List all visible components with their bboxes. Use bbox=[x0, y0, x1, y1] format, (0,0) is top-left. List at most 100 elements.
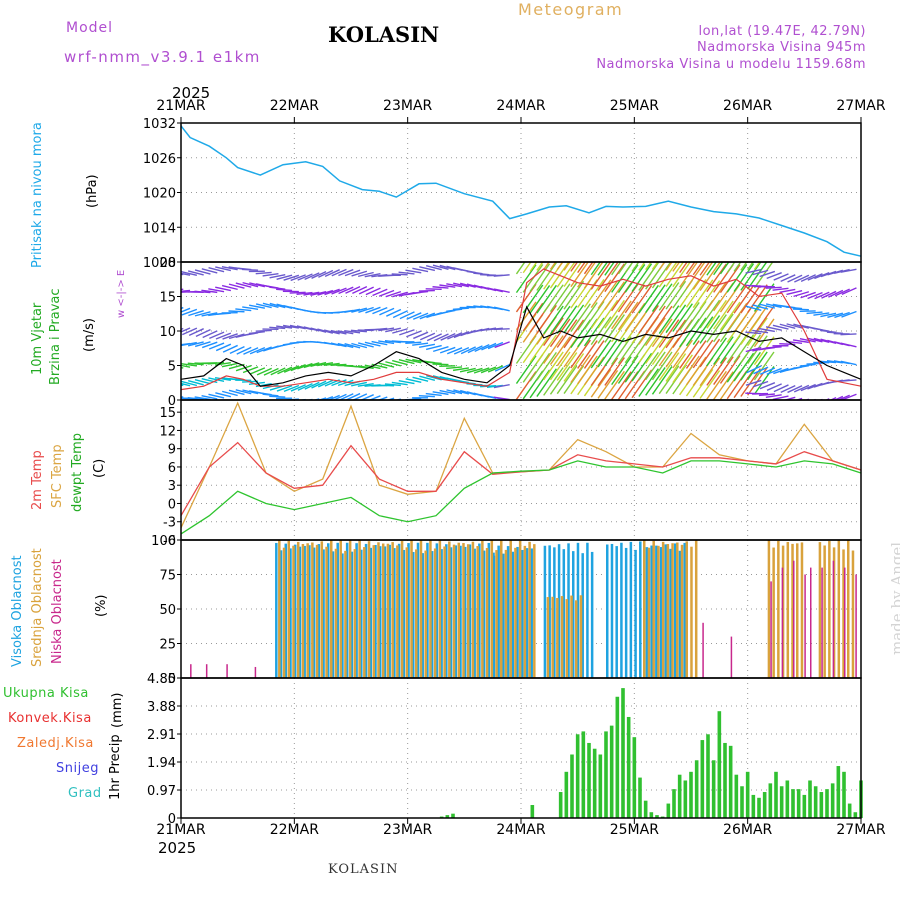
wind-barb bbox=[324, 288, 340, 296]
wind-barb bbox=[378, 289, 395, 297]
precip-bar bbox=[609, 725, 614, 818]
wind-barb bbox=[452, 367, 469, 372]
wind-barb bbox=[590, 339, 612, 369]
cloud-high-bar bbox=[303, 545, 306, 678]
wind-barb bbox=[412, 376, 429, 382]
cloud-high-bar bbox=[341, 553, 344, 678]
coordinates: lon,lat (19.47E, 42.79N) bbox=[698, 24, 866, 39]
y-tick-label: 25 bbox=[159, 638, 176, 653]
location-title: KOLASIN bbox=[328, 22, 440, 47]
wind-barb bbox=[317, 328, 334, 334]
cloud-mid-bar bbox=[777, 540, 780, 678]
wind-barb bbox=[752, 269, 769, 276]
wind-barb bbox=[289, 291, 306, 294]
wind-barb bbox=[324, 269, 340, 277]
wind-barb bbox=[758, 393, 775, 397]
wind-barb bbox=[759, 270, 776, 278]
cloud-mid-bar bbox=[560, 596, 564, 678]
wind-barb bbox=[418, 394, 435, 398]
wind-barb bbox=[181, 364, 191, 368]
wind-barb bbox=[631, 352, 653, 382]
cloud-high-bar bbox=[459, 545, 462, 678]
wind-barb bbox=[248, 331, 265, 335]
cloud-high-bar bbox=[468, 544, 472, 678]
wind-barb bbox=[645, 367, 666, 396]
wind-barb bbox=[726, 302, 748, 332]
wind-barb bbox=[432, 345, 449, 353]
wind-barb bbox=[344, 329, 361, 334]
wind-barb bbox=[529, 285, 551, 314]
cloud-mid-bar bbox=[796, 543, 799, 678]
cloud-low-bar bbox=[855, 574, 857, 678]
wind-barb bbox=[515, 262, 526, 275]
precip-bar bbox=[581, 731, 586, 818]
wind-barb bbox=[820, 360, 837, 364]
wind-barb bbox=[638, 334, 659, 364]
cloud-mid-bar bbox=[851, 550, 855, 678]
wind-barb bbox=[290, 384, 306, 392]
wind-barb bbox=[426, 333, 442, 342]
wind-barb bbox=[556, 282, 578, 311]
wind-barb bbox=[645, 317, 666, 347]
wind-barb bbox=[181, 363, 197, 367]
cloud-high-bar bbox=[397, 543, 401, 678]
wind-barb bbox=[807, 291, 823, 300]
wind-barb bbox=[392, 359, 408, 366]
wind-barb bbox=[194, 396, 211, 400]
wind-barb bbox=[222, 344, 238, 353]
wind-barb bbox=[357, 383, 374, 387]
wind-barb bbox=[208, 377, 225, 382]
wind-barb bbox=[419, 266, 436, 272]
wind-barb bbox=[282, 324, 299, 329]
cloud-high-bar bbox=[435, 543, 439, 678]
wind-barb bbox=[474, 344, 490, 352]
wind-barb bbox=[577, 355, 598, 385]
wind-barb bbox=[493, 288, 510, 294]
wind-barb bbox=[740, 351, 761, 381]
wind-barb bbox=[631, 262, 640, 272]
precip-bar bbox=[700, 740, 705, 818]
cloud-high-bar bbox=[293, 544, 297, 678]
wind-barb bbox=[806, 337, 823, 343]
wind-barb bbox=[222, 333, 238, 340]
wind-barb bbox=[283, 384, 300, 393]
wind-barb bbox=[357, 342, 374, 348]
precip-bar bbox=[762, 792, 767, 818]
cloud-mid-bar bbox=[671, 543, 674, 678]
wind-barb bbox=[679, 302, 700, 331]
wind-barb bbox=[651, 336, 673, 366]
precip-bar bbox=[847, 803, 852, 818]
cloud-mid-bar bbox=[315, 544, 319, 678]
cloud-high-bar bbox=[416, 542, 420, 678]
cloud-mid-bar bbox=[405, 547, 409, 678]
cloud-mid-bar bbox=[818, 542, 822, 678]
cloud-high-bar bbox=[576, 542, 580, 678]
wind-speed-line bbox=[180, 305, 862, 387]
wind-barb bbox=[201, 289, 218, 294]
cloud-mid-bar bbox=[448, 541, 451, 678]
wind-barb bbox=[766, 272, 782, 280]
wind-barb bbox=[658, 282, 680, 311]
wind-barb bbox=[841, 393, 857, 400]
wind-barb bbox=[194, 269, 211, 275]
wind-barb bbox=[297, 362, 313, 370]
wind-barb bbox=[706, 299, 727, 329]
wind-barb bbox=[269, 286, 286, 290]
bottom-tick-label: 21MAR bbox=[156, 822, 206, 838]
wind-barb bbox=[706, 281, 727, 311]
wind-barb bbox=[814, 291, 830, 300]
wind-barb bbox=[726, 264, 748, 293]
wind-barb bbox=[692, 262, 704, 276]
wind-barb bbox=[834, 288, 850, 297]
cloud-mid-bar bbox=[381, 543, 385, 678]
y-tick-label: 3 bbox=[168, 479, 176, 494]
precip-bar bbox=[774, 771, 778, 818]
cloud-high-bar bbox=[355, 543, 358, 678]
wind-barb bbox=[304, 381, 320, 390]
cloud-mid-bar bbox=[523, 545, 527, 678]
wind-barb bbox=[713, 262, 724, 276]
wind-barb bbox=[364, 341, 381, 347]
wind-barb bbox=[372, 306, 388, 315]
wind-barb bbox=[242, 389, 259, 395]
wind-barb bbox=[357, 271, 374, 278]
